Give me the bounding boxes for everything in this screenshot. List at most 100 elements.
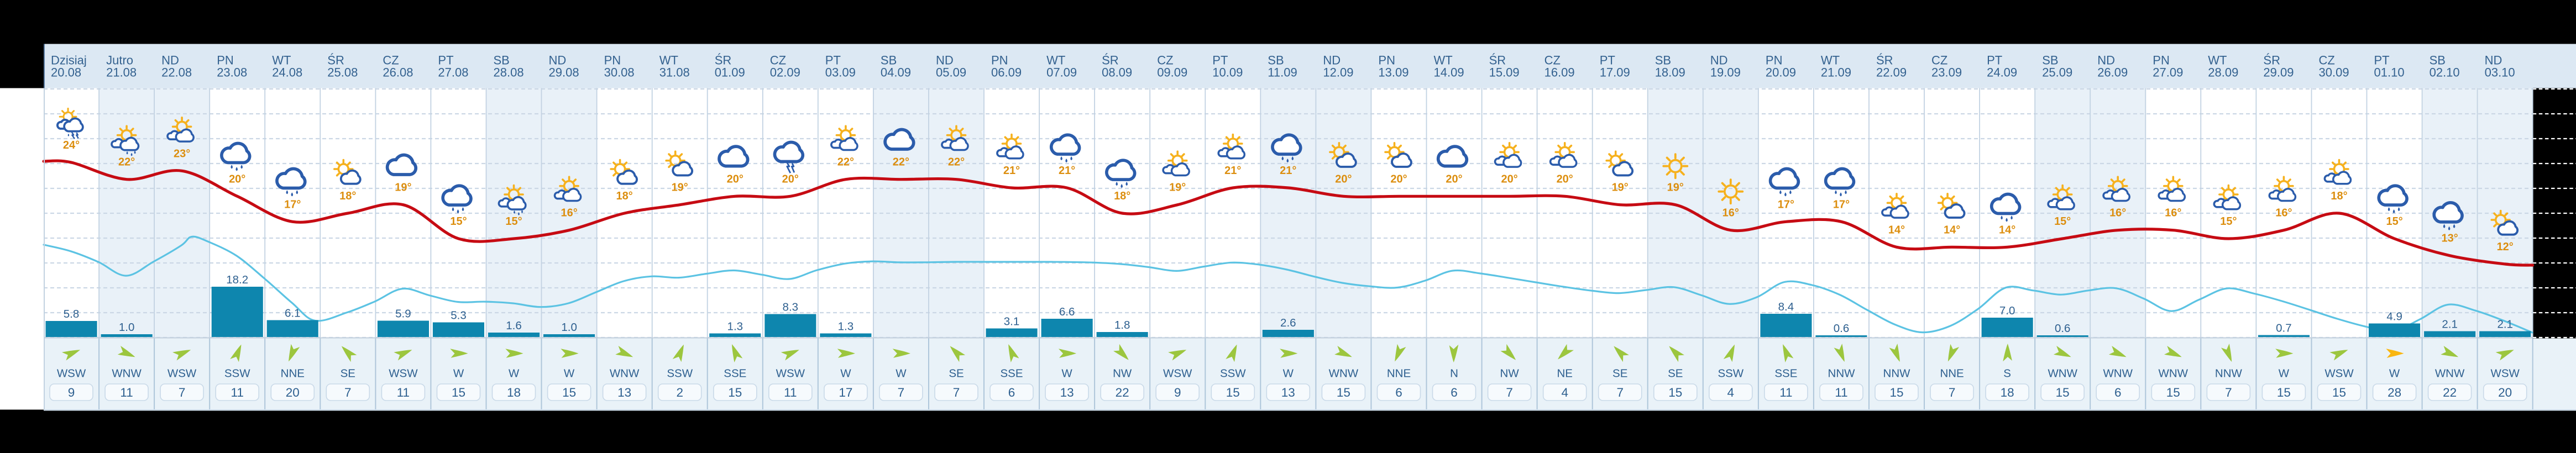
svg-text:NW: NW xyxy=(1500,367,1520,380)
svg-text:7: 7 xyxy=(1949,386,1956,399)
svg-text:WT: WT xyxy=(1821,54,1840,67)
svg-text:22.09: 22.09 xyxy=(1876,66,1907,80)
svg-text:SB: SB xyxy=(2430,54,2446,67)
svg-text:15: 15 xyxy=(452,386,465,399)
svg-text:21°: 21° xyxy=(1003,165,1020,177)
svg-text:14.09: 14.09 xyxy=(1434,66,1464,80)
svg-text:SB: SB xyxy=(494,54,510,67)
svg-text:2.1: 2.1 xyxy=(2442,318,2458,331)
svg-text:7.0: 7.0 xyxy=(1999,304,2015,317)
svg-text:19°: 19° xyxy=(1612,182,1629,194)
svg-text:15°: 15° xyxy=(505,215,522,228)
svg-text:15.09: 15.09 xyxy=(1489,66,1520,80)
svg-text:WT: WT xyxy=(1434,54,1453,67)
svg-text:29.08: 29.08 xyxy=(549,66,579,80)
svg-text:W: W xyxy=(840,367,851,380)
svg-text:PN: PN xyxy=(991,54,1008,67)
svg-text:15: 15 xyxy=(1226,386,1240,399)
svg-text:1.0: 1.0 xyxy=(119,321,135,334)
svg-text:SSE: SSE xyxy=(1000,367,1023,380)
svg-text:CZ: CZ xyxy=(2319,54,2335,67)
svg-text:20.08: 20.08 xyxy=(51,66,81,80)
svg-text:WNW: WNW xyxy=(2103,367,2133,380)
svg-text:WT: WT xyxy=(1046,54,1065,67)
svg-text:20: 20 xyxy=(2498,386,2512,399)
svg-text:ND: ND xyxy=(161,54,179,67)
svg-text:0.6: 0.6 xyxy=(1834,322,1850,335)
svg-text:18°: 18° xyxy=(1114,190,1130,202)
svg-text:20: 20 xyxy=(286,386,300,399)
svg-text:25.08: 25.08 xyxy=(327,66,358,80)
svg-text:WNW: WNW xyxy=(2048,367,2077,380)
svg-text:22°: 22° xyxy=(948,156,965,168)
svg-text:11: 11 xyxy=(1779,386,1792,399)
svg-text:NNE: NNE xyxy=(281,367,305,380)
svg-text:ND: ND xyxy=(2485,54,2502,67)
svg-text:NNW: NNW xyxy=(1883,367,1911,380)
svg-text:5.3: 5.3 xyxy=(451,309,467,322)
svg-text:14°: 14° xyxy=(1944,224,1960,236)
svg-text:11: 11 xyxy=(397,386,410,399)
svg-text:PT: PT xyxy=(1212,54,1228,67)
svg-text:9: 9 xyxy=(68,386,75,399)
svg-text:ND: ND xyxy=(2097,54,2115,67)
svg-text:4: 4 xyxy=(1727,386,1735,399)
svg-text:1.6: 1.6 xyxy=(506,319,522,332)
svg-text:CZ: CZ xyxy=(1544,54,1561,67)
svg-text:15: 15 xyxy=(1889,386,1903,399)
svg-text:CZ: CZ xyxy=(383,54,399,67)
svg-text:22°: 22° xyxy=(893,156,909,168)
svg-text:20°: 20° xyxy=(1446,173,1462,185)
svg-text:SSW: SSW xyxy=(224,367,250,380)
svg-text:15: 15 xyxy=(1668,386,1682,399)
svg-text:PT: PT xyxy=(438,54,453,67)
svg-text:1.3: 1.3 xyxy=(838,320,854,333)
svg-text:29.09: 29.09 xyxy=(2263,66,2294,80)
svg-text:NE: NE xyxy=(1557,367,1572,380)
svg-text:14°: 14° xyxy=(1999,224,2015,236)
svg-text:18.09: 18.09 xyxy=(1655,66,1685,80)
svg-text:19.09: 19.09 xyxy=(1710,66,1741,80)
svg-text:24.08: 24.08 xyxy=(272,66,302,80)
svg-text:8.3: 8.3 xyxy=(783,301,799,314)
svg-text:28.08: 28.08 xyxy=(494,66,524,80)
svg-text:22: 22 xyxy=(2443,386,2457,399)
svg-text:PT: PT xyxy=(1600,54,1615,67)
svg-text:07.09: 07.09 xyxy=(1046,66,1077,80)
svg-text:11: 11 xyxy=(120,386,133,399)
svg-text:SSE: SSE xyxy=(1774,367,1797,380)
svg-text:PN: PN xyxy=(604,54,621,67)
svg-text:17°: 17° xyxy=(284,198,301,210)
svg-text:23.09: 23.09 xyxy=(1931,66,1962,80)
svg-text:WT: WT xyxy=(272,54,291,67)
svg-text:NNE: NNE xyxy=(1387,367,1411,380)
svg-text:15°: 15° xyxy=(450,215,467,228)
svg-text:26.08: 26.08 xyxy=(383,66,413,80)
svg-text:15°: 15° xyxy=(2386,215,2402,228)
svg-text:20°: 20° xyxy=(1557,173,1573,185)
svg-text:21°: 21° xyxy=(1059,165,1075,177)
svg-text:11.09: 11.09 xyxy=(1268,66,1297,80)
svg-text:NNW: NNW xyxy=(1828,367,1856,380)
svg-text:SE: SE xyxy=(341,367,355,380)
svg-text:1.0: 1.0 xyxy=(561,321,577,334)
svg-text:30.09: 30.09 xyxy=(2319,66,2349,80)
svg-text:WSW: WSW xyxy=(57,367,86,380)
svg-text:ND: ND xyxy=(549,54,567,67)
svg-text:WNW: WNW xyxy=(112,367,142,380)
svg-text:SE: SE xyxy=(949,367,964,380)
svg-text:N: N xyxy=(1450,367,1458,380)
svg-text:03.09: 03.09 xyxy=(825,66,856,80)
svg-text:7: 7 xyxy=(179,386,186,399)
svg-text:26.09: 26.09 xyxy=(2097,66,2128,80)
svg-text:06.09: 06.09 xyxy=(991,66,1022,80)
svg-text:7: 7 xyxy=(953,386,960,399)
svg-text:18°: 18° xyxy=(616,190,632,202)
svg-text:03.10: 03.10 xyxy=(2485,66,2515,80)
svg-text:WSW: WSW xyxy=(1163,367,1192,380)
svg-text:4: 4 xyxy=(1561,386,1568,399)
svg-text:22°: 22° xyxy=(837,156,854,168)
svg-text:SB: SB xyxy=(1655,54,1671,67)
svg-text:ŚR: ŚR xyxy=(2263,54,2280,67)
svg-text:SE: SE xyxy=(1612,367,1627,380)
